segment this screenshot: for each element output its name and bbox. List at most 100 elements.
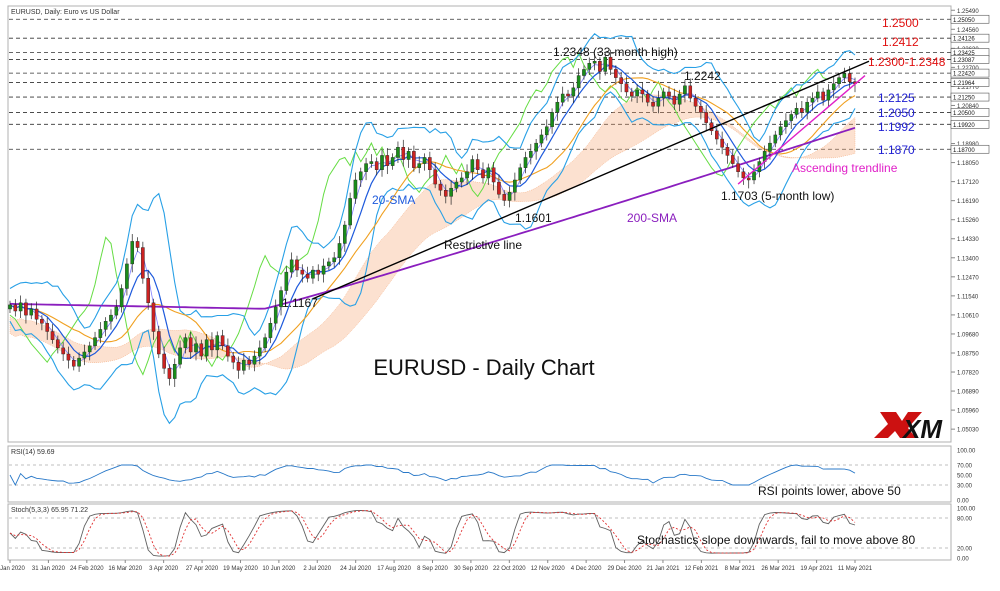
trendlines: [312, 60, 870, 300]
candle-body: [406, 151, 411, 160]
candle-body: [215, 335, 220, 351]
candle-body: [109, 314, 113, 322]
stoch-tick-label: 80.00: [957, 517, 973, 523]
y-tick-label: 1.05960: [957, 409, 979, 415]
candle-body: [178, 347, 182, 365]
y-tick-label: 1.13400: [957, 256, 979, 262]
price-tag-label: 1.18700: [953, 148, 975, 154]
symbol-info: EURUSD, Daily: Euro vs US Dollar: [11, 9, 120, 16]
x-tick-label: 12 Feb 2021: [685, 566, 719, 572]
candle-body: [720, 138, 724, 148]
candle-body: [66, 353, 71, 361]
y-tick-label: 1.17120: [957, 180, 979, 186]
annotation-20-sma: 20-SMA: [372, 193, 415, 207]
y-tick-label: 1.16190: [957, 199, 979, 205]
candle-body: [295, 259, 299, 271]
y-tick-label: 1.25490: [957, 9, 979, 15]
x-tick-label: 4 Dec 2020: [571, 566, 602, 572]
price-tag-label: 1.21250: [953, 96, 975, 102]
x-tick-label: 8 Mar 2021: [725, 566, 756, 572]
rsi-panel: [7, 445, 952, 503]
rsi-tick-label: 30.00: [957, 484, 973, 490]
annotation-rsi: RSI points lower, above 50: [758, 484, 901, 498]
candle-body: [327, 261, 331, 267]
candle-body: [842, 73, 847, 78]
candles: [8, 49, 857, 387]
candle-body: [61, 347, 65, 355]
candle-body: [18, 302, 23, 312]
candle-body: [305, 273, 310, 279]
level-label-1-1992: 1.1992: [878, 120, 915, 134]
candle-body: [242, 359, 246, 371]
candle-body: [635, 89, 639, 97]
horizontal-levels: [9, 18, 951, 150]
candle-body: [29, 308, 34, 316]
candle-body: [656, 97, 661, 107]
candle-body: [56, 339, 60, 349]
candle-body: [624, 83, 629, 93]
candle-body: [172, 364, 177, 379]
candle-body: [592, 61, 597, 64]
candle-body: [279, 290, 283, 308]
candle-body: [555, 101, 560, 113]
candle-body: [204, 339, 209, 357]
candle-body: [661, 91, 666, 99]
ascending-trendline: [737, 75, 866, 185]
candle-body: [87, 345, 92, 353]
candle-body: [725, 147, 730, 156]
cloud-band: [9, 94, 856, 370]
level-label-1-2050: 1.2050: [878, 106, 915, 120]
candle-body: [268, 323, 273, 338]
stoch-signal-line: [9, 510, 856, 557]
candle-body: [672, 95, 677, 105]
y-tick-label: 1.24560: [957, 28, 979, 34]
rsi-info: RSI(14) 59.69: [11, 449, 55, 456]
candle-body: [507, 192, 512, 201]
chart-title: EURUSD - Daily Chart: [373, 355, 594, 380]
candle-body: [321, 265, 326, 275]
x-tick-label: 3 Apr 2020: [149, 566, 179, 572]
x-tick-label: 22 Oct 2020: [493, 566, 526, 572]
candle-body: [151, 302, 156, 332]
candle-body: [640, 89, 645, 95]
candle-body: [316, 269, 321, 275]
price-tag-label: 1.22420: [953, 72, 975, 78]
level-label-1-2125: 1.2125: [878, 91, 915, 105]
candle-body: [353, 179, 358, 199]
x-tick-label: 21 Jan 2021: [646, 566, 680, 572]
candle-body: [741, 171, 746, 179]
candle-body: [114, 306, 119, 316]
candle-body: [598, 61, 602, 72]
candle-body: [257, 347, 262, 357]
candle-body: [417, 163, 421, 168]
y-tick-label: 1.10610: [957, 313, 979, 319]
candle-body: [800, 108, 804, 113]
annotation-restrictive-line: Restrictive line: [444, 238, 522, 252]
candle-body: [157, 331, 161, 355]
candle-body: [401, 147, 406, 160]
candle-body: [93, 337, 97, 347]
candle-body: [715, 130, 719, 140]
annotation-1-2242: 1.2242: [684, 69, 721, 83]
sma-10-line: [9, 62, 856, 371]
candle-body: [513, 179, 517, 193]
xm-logo-x-mark: [874, 412, 922, 438]
candle-body: [188, 337, 193, 353]
x-tick-label: 31 Jan 2020: [32, 566, 66, 572]
rsi-tick-label: 0.00: [957, 499, 969, 505]
candle-body: [550, 112, 554, 127]
candle-body: [210, 339, 214, 351]
candle-body: [810, 97, 815, 103]
x-tick-label: 9 Jan 2020: [0, 566, 26, 572]
xm-logo: XM: [874, 412, 943, 444]
candle-body: [778, 126, 783, 136]
candle-body: [119, 288, 124, 308]
annotation-33-month-high: 1.2348 (33-month high): [553, 45, 678, 59]
candle-body: [587, 63, 592, 70]
candle-body: [130, 241, 135, 265]
candle-body: [146, 278, 150, 304]
stoch-tick-label: 100.00: [957, 507, 976, 513]
candle-body: [560, 93, 565, 103]
candle-body: [125, 263, 129, 289]
